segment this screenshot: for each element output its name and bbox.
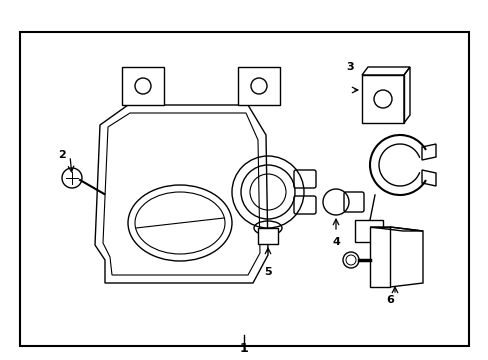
Text: 1: 1 bbox=[239, 342, 248, 355]
Bar bbox=[369, 227, 389, 287]
Bar bbox=[122, 67, 163, 105]
Bar bbox=[258, 228, 278, 244]
Text: 4: 4 bbox=[331, 237, 339, 247]
Bar bbox=[354, 220, 382, 242]
Bar bbox=[238, 67, 280, 105]
Text: 2: 2 bbox=[58, 150, 66, 160]
Text: 6: 6 bbox=[385, 295, 393, 305]
Text: 3: 3 bbox=[346, 62, 353, 72]
Text: 5: 5 bbox=[264, 267, 271, 277]
Bar bbox=[20, 32, 468, 346]
